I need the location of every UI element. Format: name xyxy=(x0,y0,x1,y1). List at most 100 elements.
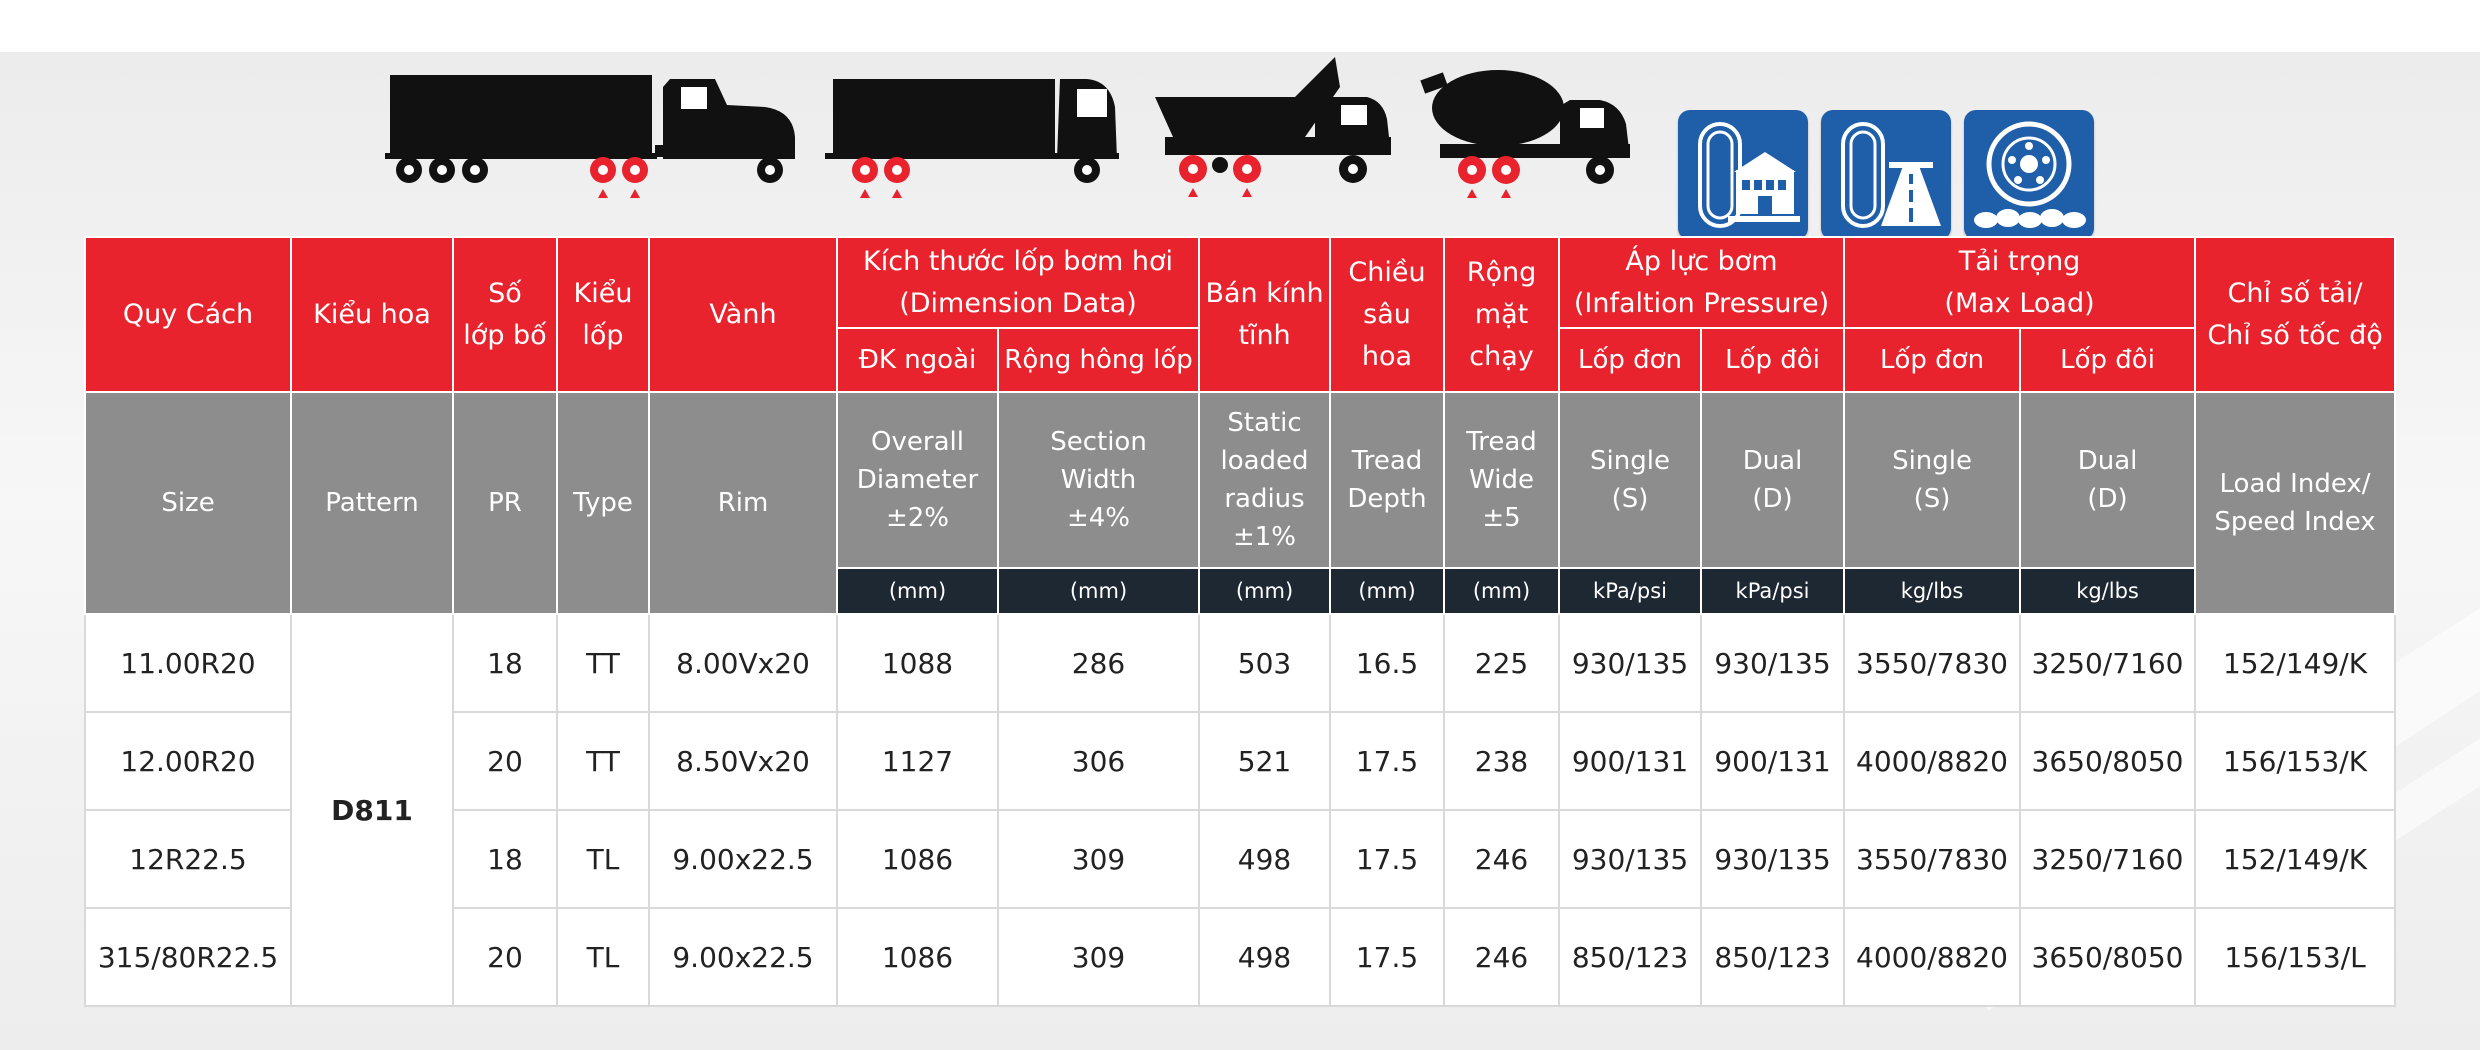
header-pr-vn: Số lớp bố xyxy=(452,236,558,393)
cell-section-width: 309 xyxy=(996,809,1201,909)
unit-overall-dia: (mm) xyxy=(836,567,999,615)
mixer-truck-icon xyxy=(1420,70,1630,198)
cell-overall-dia: 1127 xyxy=(836,711,999,811)
cell-tread-depth: 17.5 xyxy=(1329,711,1446,811)
cell-index: 152/149/K xyxy=(2194,613,2397,713)
cell-tread-depth: 17.5 xyxy=(1329,907,1446,1007)
header-load-single-vn: Lốp đơn xyxy=(1843,327,2022,393)
header-row-vn: Quy Cách Kiểu hoa Số lớp bố Kiểu lốp Vành … xyxy=(84,236,2397,393)
cell-load-dual: 3250/7160 xyxy=(2019,809,2197,909)
cell-rim: 8.00Vx20 xyxy=(648,613,838,713)
cell-load-dual: 3250/7160 xyxy=(2019,613,2197,713)
header-load-dual-vn: Lốp đôi xyxy=(2019,327,2197,393)
cell-size: 11.00R20 xyxy=(84,613,292,713)
header-load-vn: Tải trọng (Max Load) xyxy=(1843,236,2197,329)
urban-tire-icon xyxy=(1678,110,1808,240)
unit-section-width: (mm) xyxy=(996,567,1201,615)
table-row: 11.00R20 D811 18 TT 8.00Vx20 1088 286 50… xyxy=(84,613,2397,1007)
cell-rim: 8.50Vx20 xyxy=(648,711,838,811)
cell-tread-wide: 225 xyxy=(1443,613,1561,713)
header-pressure-single-vn: Lốp đơn xyxy=(1558,327,1703,393)
header-section-width-vn: Rộng hông lốp xyxy=(996,327,1201,393)
top-band xyxy=(0,0,2480,52)
units-row: (mm) (mm) (mm) (mm) (mm) kPa/psi kPa/psi… xyxy=(85,567,2395,615)
header-depth-vn: Chiều sâu hoa xyxy=(1329,236,1446,393)
header-rim-vn: Vành xyxy=(648,236,838,393)
header-wide-vn: Rộng mặt chạy xyxy=(1443,236,1561,393)
cell-static-radius: 521 xyxy=(1198,711,1332,811)
unit-static-radius: (mm) xyxy=(1198,567,1332,615)
table-row: 315/80R22.5 20 TL 9.00x22.5 1086 309 498… xyxy=(84,907,2397,1007)
unit-tread-depth: (mm) xyxy=(1329,567,1446,615)
header-type-vn: Kiểu lốp xyxy=(556,236,650,393)
cell-static-radius: 503 xyxy=(1198,613,1332,713)
header-pressure-dual-en: Dual (D) xyxy=(1700,391,1846,569)
cell-pressure-single: 900/131 xyxy=(1558,711,1703,811)
cell-type: TT xyxy=(556,613,650,713)
cell-size: 12R22.5 xyxy=(84,809,292,909)
cell-pressure-single: 850/123 xyxy=(1558,907,1703,1007)
header-index-en: Load Index/Speed Index xyxy=(2194,391,2397,615)
cell-index: 152/149/K xyxy=(2194,809,2397,909)
header-dimension-vn: Kích thước lốp bơm hơi (Dimension Data) xyxy=(835,236,1201,329)
cell-index: 156/153/L xyxy=(2194,907,2397,1007)
cell-pressure-dual: 930/135 xyxy=(1700,809,1846,909)
cell-tread-depth: 17.5 xyxy=(1329,809,1446,909)
header-pressure-single-en: Single (S) xyxy=(1558,391,1703,569)
cell-overall-dia: 1088 xyxy=(836,613,999,713)
cell-rim: 9.00x22.5 xyxy=(648,809,838,909)
vehicle-icons-row xyxy=(0,52,2480,240)
unit-load-dual: kg/lbs xyxy=(2019,567,2197,615)
cell-tread-wide: 238 xyxy=(1443,711,1561,811)
header-overall-dia-vn: ĐK ngoài xyxy=(836,327,999,393)
cell-pressure-single: 930/135 xyxy=(1558,809,1703,909)
cell-load-dual: 3650/8050 xyxy=(2019,907,2197,1007)
cell-pattern: D811 xyxy=(290,613,454,1007)
cell-rim: 9.00x22.5 xyxy=(648,907,838,1007)
cell-overall-dia: 1086 xyxy=(836,809,999,909)
header-size-en: Size xyxy=(84,391,292,615)
cell-load-single: 4000/8820 xyxy=(1843,907,2022,1007)
cell-size: 12.00R20 xyxy=(84,711,292,811)
cell-load-single: 4000/8820 xyxy=(1843,711,2022,811)
header-pattern-vn: Kiểu hoa xyxy=(290,236,454,393)
cell-pr: 18 xyxy=(452,613,558,713)
cell-pressure-single: 930/135 xyxy=(1558,613,1703,713)
header-rim-en: Rim xyxy=(648,391,838,615)
box-truck-icon xyxy=(825,79,1119,198)
cell-static-radius: 498 xyxy=(1198,907,1332,1007)
cell-pr: 20 xyxy=(452,711,558,811)
header-index-vn: Chỉ số tải/Chỉ số tốc độ xyxy=(2194,236,2397,393)
header-load-single-en: Single (S) xyxy=(1843,391,2022,569)
cell-section-width: 306 xyxy=(996,711,1201,811)
cell-index: 156/153/K xyxy=(2194,711,2397,811)
header-radius-vn: Bán kính tĩnh xyxy=(1198,236,1332,393)
cell-pressure-dual: 930/135 xyxy=(1700,613,1846,713)
header-type-en: Type xyxy=(556,391,650,615)
tire-spec-table: Quy Cách Kiểu hoa Số lớp bố Kiểu lốp Vành … xyxy=(84,236,2397,1007)
unit-load-single: kg/lbs xyxy=(1843,567,2022,615)
header-subrow-vn: ĐK ngoài Rộng hông lốp Lốp đơn Lốp đôi L… xyxy=(85,327,2395,393)
cell-pr: 18 xyxy=(452,809,558,909)
header-size-vn: Quy Cách xyxy=(84,236,292,393)
cell-type: TL xyxy=(556,907,650,1007)
header-load-dual-en: Dual (D) xyxy=(2019,391,2197,569)
cell-pressure-dual: 850/123 xyxy=(1700,907,1846,1007)
dump-truck-icon xyxy=(1155,57,1391,197)
header-pressure-vn: Áp lực bơm (Infaltion Pressure) xyxy=(1558,236,1846,329)
semi-truck-icon xyxy=(385,75,795,198)
cell-type: TT xyxy=(556,711,650,811)
cell-overall-dia: 1086 xyxy=(836,907,999,1007)
cell-load-single: 3550/7830 xyxy=(1843,809,2022,909)
header-tread-depth-en: Tread Depth xyxy=(1329,391,1446,569)
cell-section-width: 309 xyxy=(996,907,1201,1007)
header-pr-en: PR xyxy=(452,391,558,615)
header-static-radius-en: Static loaded radius ±1% xyxy=(1198,391,1332,569)
cell-tread-wide: 246 xyxy=(1443,907,1561,1007)
header-overall-dia-en: Overall Diameter ±2% xyxy=(836,391,999,569)
cell-type: TL xyxy=(556,809,650,909)
unit-pressure-dual: kPa/psi xyxy=(1700,567,1846,615)
cell-tread-wide: 246 xyxy=(1443,809,1561,909)
unit-tread-wide: (mm) xyxy=(1443,567,1561,615)
unit-pressure-single: kPa/psi xyxy=(1558,567,1703,615)
